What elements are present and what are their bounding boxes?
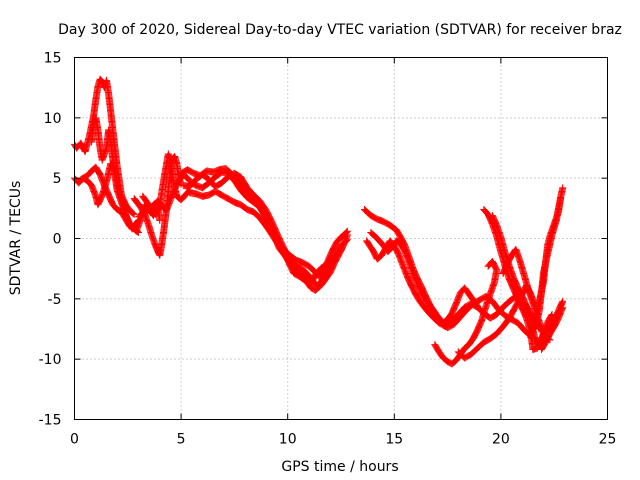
data-point [559,303,567,311]
x-tick-label: 0 [70,432,79,448]
data-point [128,209,136,217]
x-tick-label: 25 [599,432,617,448]
data-point [133,227,141,235]
x-tick-label: 5 [177,432,186,448]
data-points [71,75,567,368]
y-tick-label: 15 [44,51,62,67]
y-tick-label: -15 [39,413,62,429]
data-point [129,210,137,218]
x-tick-label: 20 [492,432,510,448]
data-point [557,195,565,203]
x-tick-label: 15 [385,432,403,448]
y-tick-label: 10 [44,111,62,127]
x-axis-title: GPS time / hours [281,459,398,475]
tick-labels: 0 5 10 15 20 25 -15 -10 -5 0 5 10 15 [39,51,617,448]
y-tick-label: 0 [53,232,62,248]
data-point [130,210,138,218]
data-point [343,231,351,239]
data-point [559,184,567,192]
data-point [485,261,493,269]
y-axis-title: SDTVAR / TECUs [8,181,24,296]
data-point [241,204,249,212]
data-point [559,297,567,305]
y-tick-label: -10 [39,352,62,368]
data-point [548,311,556,319]
data-point [134,228,142,236]
y-tick-label: 5 [53,171,62,187]
axis-ticks [74,57,608,420]
chart-title: Day 300 of 2020, Sidereal Day-to-day VTE… [58,22,622,38]
x-tick-label: 10 [279,432,297,448]
y-tick-label: -5 [48,292,62,308]
data-point [547,312,555,320]
data-point [134,228,142,236]
data-point [484,262,492,270]
